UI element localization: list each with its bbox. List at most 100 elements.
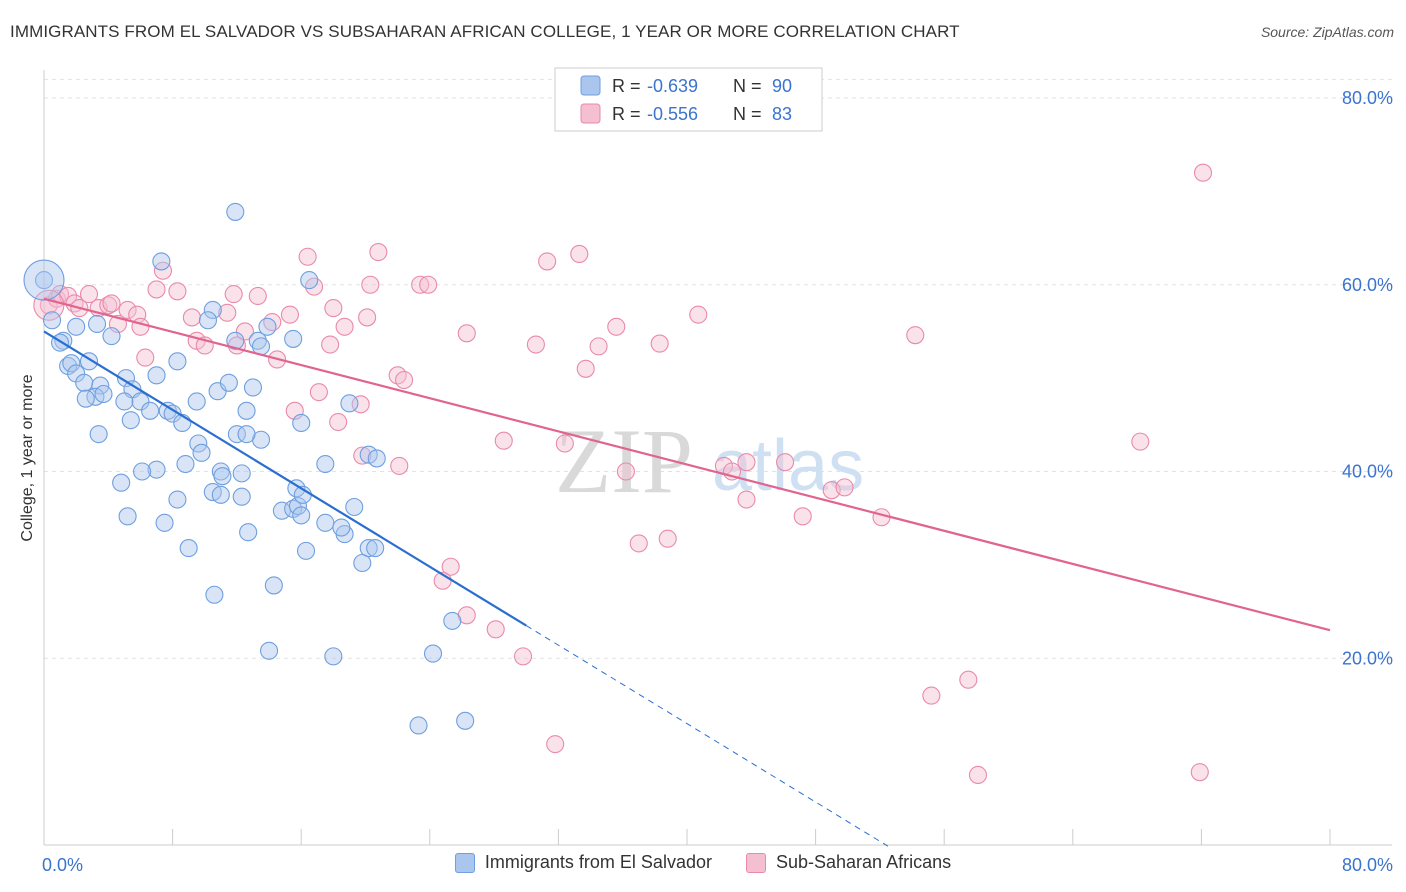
data-point bbox=[546, 735, 565, 754]
stats-legend-swatch-pink bbox=[580, 103, 601, 124]
data-point bbox=[94, 384, 113, 404]
data-point bbox=[280, 305, 299, 324]
y-tick-label: 20.0% bbox=[1342, 648, 1393, 668]
data-point bbox=[494, 431, 513, 450]
data-point bbox=[158, 401, 177, 420]
x-tick-label: 80.0% bbox=[1342, 855, 1393, 875]
data-point bbox=[211, 485, 230, 504]
data-point bbox=[136, 348, 155, 367]
data-point bbox=[243, 378, 263, 397]
stats-n-label-pink: N = bbox=[733, 104, 762, 124]
data-point bbox=[168, 490, 187, 509]
stats-legend-swatch-blue bbox=[580, 75, 601, 96]
data-point bbox=[213, 467, 232, 486]
data-point bbox=[298, 247, 317, 266]
data-point bbox=[959, 670, 978, 689]
data-point bbox=[589, 337, 608, 356]
data-point bbox=[340, 394, 359, 413]
stats-r-value-blue: -0.639 bbox=[647, 76, 698, 96]
data-point bbox=[147, 460, 166, 479]
data-point bbox=[87, 314, 107, 334]
stats-n-label-blue: N = bbox=[733, 76, 762, 96]
data-point bbox=[23, 259, 65, 301]
legend-label-el-salvador: Immigrants from El Salvador bbox=[484, 852, 712, 872]
data-point bbox=[258, 317, 277, 336]
data-point bbox=[168, 352, 187, 371]
data-point bbox=[121, 411, 140, 430]
data-point bbox=[526, 335, 545, 354]
data-point bbox=[335, 317, 354, 336]
data-point bbox=[42, 311, 62, 330]
data-point bbox=[131, 392, 150, 411]
bottom-legend: Immigrants from El Salvador Sub-Saharan … bbox=[0, 852, 1406, 873]
data-point bbox=[324, 647, 343, 666]
data-point bbox=[1190, 763, 1209, 782]
watermark-atlas: atlas bbox=[712, 426, 864, 506]
data-point bbox=[141, 401, 160, 420]
stats-n-value-blue: 90 bbox=[772, 76, 792, 96]
data-point bbox=[203, 300, 222, 320]
tick-labels: 20.0% 40.0% 60.0% 80.0% 0.0% 80.0% bbox=[42, 88, 1393, 875]
data-point bbox=[219, 373, 238, 392]
data-point bbox=[147, 366, 166, 385]
source-label: Source: ZipAtlas.com bbox=[1260, 24, 1394, 40]
data-point bbox=[1193, 163, 1213, 182]
data-point bbox=[205, 585, 224, 604]
data-point bbox=[147, 280, 166, 299]
data-point bbox=[284, 329, 303, 348]
data-point bbox=[390, 456, 409, 475]
data-point bbox=[224, 285, 243, 304]
data-point bbox=[102, 294, 121, 313]
data-point bbox=[658, 529, 677, 548]
data-point bbox=[316, 513, 335, 532]
legend-item-el-salvador: Immigrants from El Salvador bbox=[454, 852, 712, 873]
trend-line-sub-saharan bbox=[43, 297, 1331, 632]
data-point bbox=[118, 507, 137, 526]
data-point bbox=[607, 317, 626, 336]
data-point bbox=[112, 473, 131, 492]
data-point bbox=[367, 449, 386, 468]
data-point bbox=[629, 534, 648, 553]
legend-item-sub-saharan: Sub-Saharan Africans bbox=[745, 852, 952, 873]
data-point bbox=[115, 392, 134, 411]
data-point bbox=[321, 335, 340, 354]
data-point bbox=[179, 539, 198, 558]
data-point bbox=[316, 454, 335, 474]
stats-n-value-pink: 83 bbox=[772, 104, 792, 124]
data-point bbox=[133, 462, 152, 481]
data-point bbox=[361, 275, 380, 294]
data-point bbox=[153, 261, 173, 280]
legend-label-sub-saharan: Sub-Saharan Africans bbox=[775, 852, 952, 872]
trend-lines bbox=[43, 297, 1331, 847]
data-point bbox=[906, 326, 925, 345]
y-axis-label: College, 1 year or more bbox=[19, 374, 36, 542]
data-point bbox=[324, 299, 343, 318]
data-point bbox=[227, 425, 246, 444]
stats-legend: R = -0.639 N = 90 R = -0.556 N = 83 bbox=[554, 67, 823, 132]
data-point bbox=[555, 434, 574, 453]
data-point bbox=[296, 541, 316, 560]
data-point bbox=[922, 686, 941, 705]
data-point bbox=[248, 286, 267, 306]
data-point bbox=[486, 620, 505, 639]
data-point bbox=[409, 716, 428, 735]
data-point bbox=[616, 462, 635, 481]
stats-r-label-blue: R = bbox=[612, 76, 641, 96]
data-point bbox=[218, 303, 237, 322]
data-point bbox=[737, 490, 756, 509]
data-point bbox=[67, 317, 86, 336]
data-point bbox=[793, 507, 812, 526]
data-point bbox=[116, 369, 136, 388]
y-tick-label: 60.0% bbox=[1342, 275, 1393, 295]
data-point bbox=[163, 404, 182, 423]
data-point bbox=[192, 443, 211, 462]
data-point bbox=[152, 252, 171, 271]
data-point bbox=[366, 539, 385, 558]
data-point bbox=[538, 252, 557, 271]
data-point bbox=[237, 401, 256, 420]
data-point bbox=[62, 354, 81, 373]
data-point bbox=[182, 308, 201, 327]
data-point bbox=[1131, 432, 1150, 451]
data-point bbox=[689, 305, 708, 324]
data-point bbox=[232, 487, 251, 506]
